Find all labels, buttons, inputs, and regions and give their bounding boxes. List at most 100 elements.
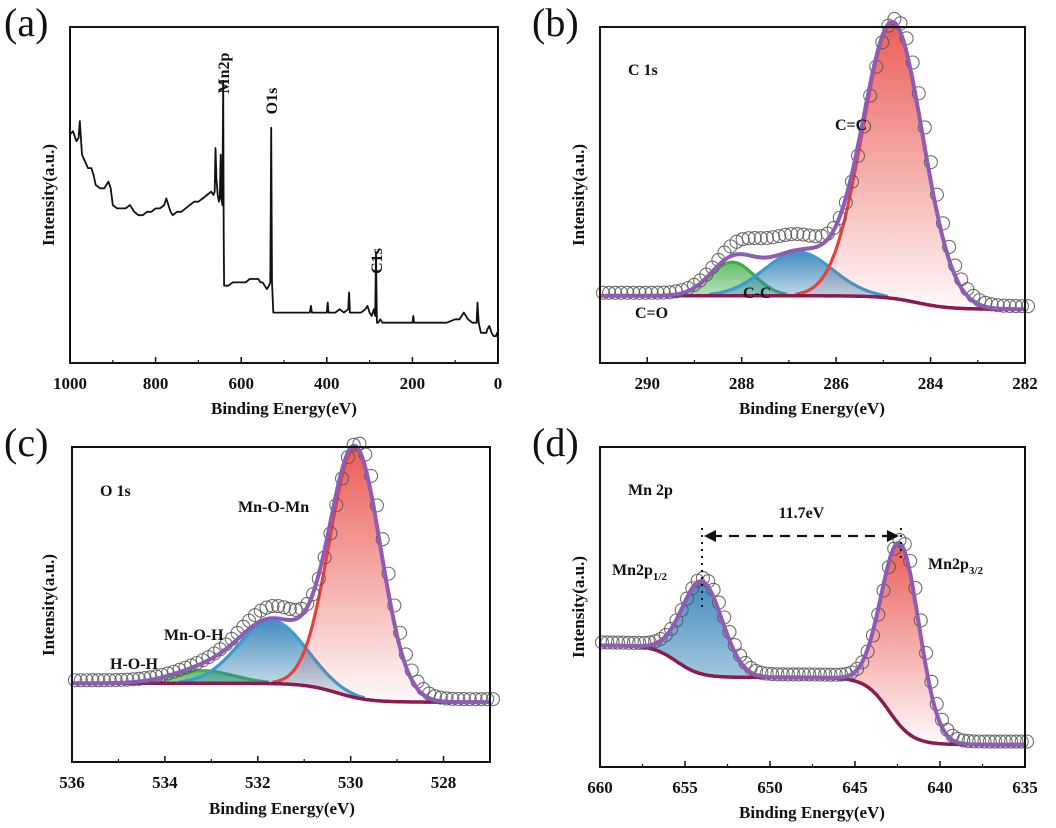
data-point <box>610 635 625 650</box>
peak-label-mn2p-3-2: Mn2p3/2 <box>928 556 983 577</box>
peak-fill-mnomn <box>72 448 490 703</box>
data-point <box>770 667 785 682</box>
x-tick-label: 660 <box>587 778 613 797</box>
data-point <box>802 667 817 682</box>
peak-annotation: Mn2p <box>216 52 233 93</box>
envelope-line <box>600 540 1025 747</box>
peak-fill-mnoh <box>72 620 490 703</box>
x-tick-label: 1000 <box>53 374 87 393</box>
x-tick-label: 635 <box>1012 778 1038 797</box>
data-point <box>674 603 689 618</box>
x-tick-label: 528 <box>431 773 457 792</box>
data-point <box>650 285 665 300</box>
data-point <box>462 692 477 707</box>
data-point <box>753 231 768 246</box>
data-point <box>620 285 635 300</box>
panel-b: (b) 290 288 286 284 282 C 1s C=C C-C C=O Binding… <box>532 0 1038 418</box>
data-point <box>616 635 631 650</box>
x-tick-label: 800 <box>143 374 169 393</box>
data-point <box>480 692 495 707</box>
data-point <box>433 690 448 705</box>
data-point <box>1002 298 1017 314</box>
data-point <box>998 734 1013 749</box>
x-tick-label: 645 <box>842 778 868 797</box>
data-point <box>1004 734 1019 749</box>
separation-label: 11.7eV <box>779 505 825 522</box>
plot-d: 660 655 650 645 640 635 Mn 2p 11.7eV Mn2p1/2 Mn2p… <box>587 446 1038 797</box>
data-point <box>594 635 610 650</box>
data-point <box>988 734 1003 749</box>
data-point <box>996 298 1011 313</box>
x-tick-label: 282 <box>1012 374 1038 393</box>
data-point <box>85 673 100 688</box>
data-point <box>67 673 83 688</box>
peak-label: C-C <box>743 285 771 302</box>
x-tick-label: 530 <box>338 773 364 792</box>
data-point <box>126 672 141 687</box>
data-point <box>823 667 838 682</box>
peak-label: C=C <box>835 117 867 134</box>
data-point <box>265 599 280 614</box>
y-axis-label-d: Intensity(a.u.) <box>569 556 588 658</box>
data-point <box>638 285 653 300</box>
peak-annotation: C1s <box>369 248 386 274</box>
data-point <box>102 673 117 688</box>
background-line <box>72 681 490 704</box>
panel-label-b: (b) <box>532 0 579 45</box>
plot-frame <box>71 446 491 763</box>
data-point <box>632 635 647 651</box>
data-point <box>796 667 811 682</box>
data-point <box>1014 734 1029 749</box>
data-point <box>288 602 303 617</box>
panel-c: (c) 536 534 532 530 528 O 1s Mn-O-Mn Mn-O-H H-O-… <box>4 420 501 818</box>
data-point <box>96 673 112 688</box>
survey-line <box>69 79 499 340</box>
data-point <box>608 285 623 300</box>
plot-a: 1000 800 600 400 200 0 Mn2p O1s C1s <box>53 26 503 393</box>
x-tick-label: 0 <box>494 374 503 393</box>
peak-annotation: O1s <box>264 88 281 115</box>
data-point <box>982 734 997 749</box>
data-point <box>685 581 700 596</box>
x-tick-label: 650 <box>757 778 783 797</box>
data-point <box>91 673 106 688</box>
data-point <box>993 734 1008 749</box>
data-point <box>656 285 671 300</box>
peak-label: C=O <box>635 305 668 322</box>
panel-label-a: (a) <box>4 0 48 45</box>
spectrum-title: C 1s <box>628 62 658 79</box>
peak-label: Mn-O-H <box>164 627 224 644</box>
data-point <box>468 692 483 707</box>
data-point <box>114 672 129 687</box>
x-tick-label: 640 <box>927 778 953 797</box>
data-point <box>784 227 799 242</box>
y-axis-label-b: Intensity(a.u.) <box>569 144 588 246</box>
arrow-head-right <box>886 530 899 542</box>
x-tick-label: 532 <box>245 773 271 792</box>
data-point <box>802 228 817 243</box>
peak-fill-hoh <box>72 670 490 703</box>
data-point <box>1020 299 1036 314</box>
data-point <box>917 120 932 135</box>
data-point <box>346 437 361 452</box>
panel-a: (a) 1000 800 600 400 200 0 Mn2p O1s C1s Binding … <box>4 0 502 418</box>
x-tick-label: 536 <box>59 773 85 792</box>
data-point <box>364 468 379 483</box>
data-point <box>826 220 841 236</box>
data-point <box>387 598 402 613</box>
x-tick-label: 286 <box>823 374 849 393</box>
data-point <box>282 601 297 616</box>
x-axis-label-c: Binding Energy(eV) <box>209 799 355 818</box>
data-point <box>120 672 135 687</box>
data-point <box>271 599 286 614</box>
data-point <box>375 532 390 547</box>
peak-label: Mn-O-Mn <box>238 499 309 516</box>
data-point <box>807 667 822 682</box>
panel-label-d: (d) <box>532 420 579 465</box>
data-point <box>764 667 780 682</box>
data-point <box>966 734 981 749</box>
data-point <box>644 285 659 300</box>
data-point <box>1014 299 1029 314</box>
x-axis-label-d: Binding Energy(eV) <box>739 803 885 822</box>
data-point <box>828 667 843 682</box>
